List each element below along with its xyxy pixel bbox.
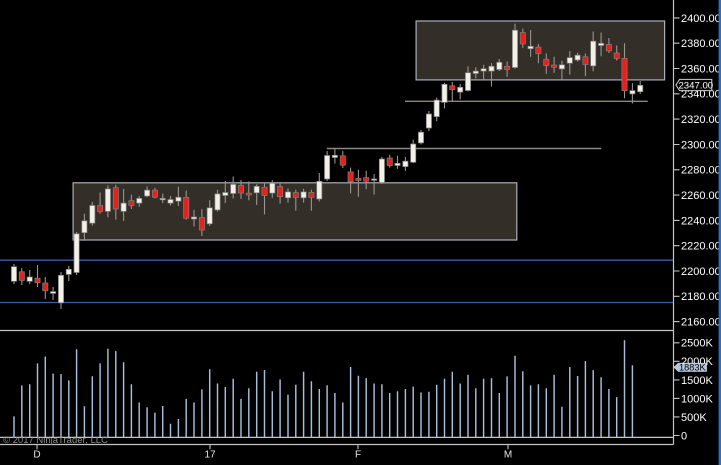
svg-text:2360.00: 2360.00 — [681, 63, 721, 75]
svg-text:D: D — [33, 450, 40, 461]
svg-text:17: 17 — [204, 450, 216, 461]
svg-text:500K: 500K — [681, 412, 707, 424]
svg-text:2280.00: 2280.00 — [681, 165, 721, 177]
svg-text:2340.00: 2340.00 — [681, 89, 721, 101]
svg-text:2320.00: 2320.00 — [681, 114, 721, 126]
svg-text:2260.00: 2260.00 — [681, 190, 721, 202]
svg-text:F: F — [355, 450, 361, 461]
svg-text:2220.00: 2220.00 — [681, 241, 721, 253]
svg-text:2180.00: 2180.00 — [681, 291, 721, 303]
svg-text:2380.00: 2380.00 — [681, 38, 721, 50]
svg-text:1883K: 1883K — [679, 363, 706, 373]
svg-text:1000K: 1000K — [681, 393, 713, 405]
svg-text:2500K: 2500K — [681, 338, 713, 350]
svg-text:2240.00: 2240.00 — [681, 215, 721, 227]
svg-text:1500K: 1500K — [681, 375, 713, 387]
svg-text:0: 0 — [681, 430, 687, 442]
svg-text:2200.00: 2200.00 — [681, 266, 721, 278]
svg-text:2160.00: 2160.00 — [681, 317, 721, 329]
svg-text:2300.00: 2300.00 — [681, 139, 721, 151]
svg-text:2347.00: 2347.00 — [678, 81, 713, 92]
svg-text:2400.00: 2400.00 — [681, 13, 721, 25]
svg-text:M: M — [504, 450, 512, 461]
svg-text:© 2017 NinjaTrader, LLC: © 2017 NinjaTrader, LLC — [3, 435, 108, 446]
